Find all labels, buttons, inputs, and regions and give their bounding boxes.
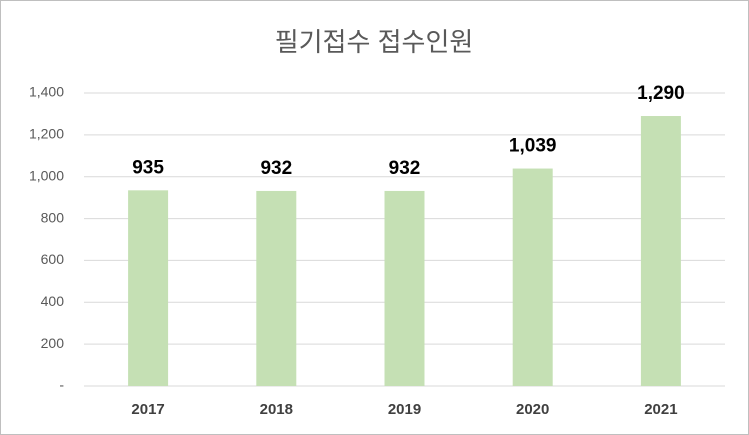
y-tick-label: 600	[41, 251, 65, 267]
data-label: 1,039	[509, 136, 557, 157]
y-tick-label: 1,400	[29, 84, 64, 100]
x-tick-label: 2018	[260, 401, 293, 418]
bar	[512, 168, 553, 386]
x-tick-label: 2021	[644, 401, 677, 418]
y-tick-label: -	[59, 377, 64, 393]
x-tick-label: 2019	[388, 401, 421, 418]
x-tick-label: 2020	[516, 401, 549, 418]
y-tick-label: 1,000	[29, 167, 64, 183]
bar	[640, 116, 681, 387]
data-label: 935	[132, 157, 164, 178]
x-tick-label: 2017	[131, 401, 164, 418]
y-tick-label: 400	[41, 293, 65, 309]
bar	[384, 190, 425, 386]
bar	[256, 190, 297, 386]
data-label: 932	[389, 158, 421, 179]
chart-title: 필기접수 접수인원	[275, 27, 474, 57]
data-label: 1,290	[637, 83, 685, 104]
data-label: 932	[260, 158, 292, 179]
bar	[128, 190, 169, 386]
y-tick-label: 200	[41, 335, 65, 351]
y-tick-label: 1,200	[29, 126, 64, 142]
y-tick-label: 800	[41, 209, 65, 225]
